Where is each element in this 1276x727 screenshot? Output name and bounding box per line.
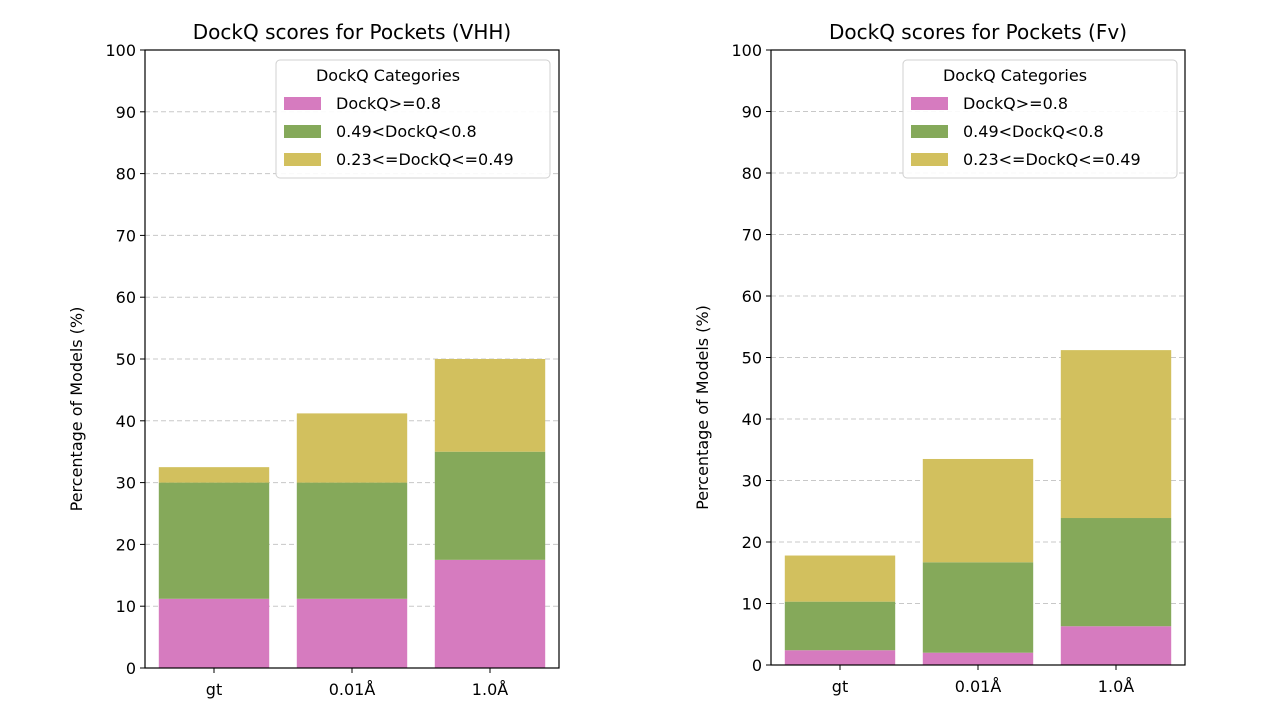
y-tick-label: 80	[742, 164, 762, 183]
y-tick-label: 80	[116, 165, 136, 184]
y-tick-label: 70	[116, 226, 136, 245]
legend-title: DockQ Categories	[316, 66, 460, 85]
legend-label: 0.23<=DockQ<=0.49	[963, 150, 1141, 169]
legend-swatch	[911, 153, 948, 166]
y-tick-label: 90	[742, 103, 762, 122]
chart-title: DockQ scores for Pockets (Fv)	[829, 20, 1127, 44]
bar-segment	[1060, 518, 1172, 627]
bar-segment	[434, 451, 546, 560]
bar-segment	[922, 652, 1034, 665]
y-tick-label: 30	[742, 472, 762, 491]
legend-swatch	[284, 125, 321, 138]
chart-title: DockQ scores for Pockets (VHH)	[193, 20, 511, 44]
y-tick-label: 50	[742, 349, 762, 368]
y-tick-label: 100	[105, 41, 136, 60]
bar-segment	[296, 413, 408, 483]
y-tick-label: 20	[116, 535, 136, 554]
bar-segment	[158, 482, 270, 599]
y-tick-label: 60	[116, 288, 136, 307]
legend-label: 0.49<DockQ<0.8	[336, 122, 477, 141]
y-tick-label: 30	[116, 474, 136, 493]
y-tick-label: 70	[742, 226, 762, 245]
legend: DockQ Categories DockQ>=0.8 0.49<DockQ<0.8…	[902, 59, 1178, 179]
y-tick-label: 90	[116, 103, 136, 122]
bar-segment	[158, 598, 270, 668]
chart-panel-1: gt 0.01Å 1.0Å 0 10 20 30 40 50 60 70 80 90 100 DockQ s…	[693, 20, 1186, 696]
x-tick-label: 1.0Å	[1098, 677, 1134, 696]
bar-segment	[1060, 350, 1172, 519]
y-tick-label: 0	[752, 656, 762, 675]
bar-segment	[434, 359, 546, 452]
chart-panel-0: gt 0.01Å 1.0Å 0 10 20 30 40 50 60 70 80 90 100 DockQ s…	[67, 20, 560, 699]
legend-swatch	[911, 125, 948, 138]
bar-segment	[784, 555, 896, 602]
y-axis-label: Percentage of Models (%)	[67, 307, 86, 512]
y-tick-label: 10	[742, 595, 762, 614]
y-tick-label: 0	[126, 659, 136, 678]
x-tick-label: gt	[206, 680, 222, 699]
x-tick-label: 1.0Å	[472, 680, 508, 699]
bar-segment	[784, 650, 896, 665]
bar-segment	[158, 467, 270, 483]
legend-label: 0.23<=DockQ<=0.49	[336, 150, 514, 169]
legend-box	[275, 59, 551, 179]
legend-swatch	[284, 97, 321, 110]
legend-title: DockQ Categories	[943, 66, 1087, 85]
bar-segment	[434, 559, 546, 668]
y-axis-label: Percentage of Models (%)	[693, 305, 712, 510]
x-tick-label: 0.01Å	[329, 680, 376, 699]
legend-box	[902, 59, 1178, 179]
y-tick-label: 100	[731, 41, 762, 60]
bar-segment	[784, 601, 896, 651]
legend: DockQ Categories DockQ>=0.8 0.49<DockQ<0.8…	[275, 59, 551, 179]
legend-swatch	[911, 97, 948, 110]
legend-label: DockQ>=0.8	[963, 94, 1068, 113]
x-tick-label: 0.01Å	[955, 677, 1002, 696]
legend-label: DockQ>=0.8	[336, 94, 441, 113]
legend-swatch	[284, 153, 321, 166]
x-tick-label: gt	[832, 677, 848, 696]
y-tick-label: 20	[742, 533, 762, 552]
y-tick-label: 40	[742, 410, 762, 429]
bar-segment	[296, 598, 408, 668]
bar-segment	[1060, 626, 1172, 665]
bar-segment	[296, 482, 408, 599]
y-tick-label: 60	[742, 287, 762, 306]
bar-segment	[922, 562, 1034, 653]
y-tick-label: 40	[116, 412, 136, 431]
y-tick-label: 10	[116, 597, 136, 616]
bar-segment	[922, 458, 1034, 563]
legend-label: 0.49<DockQ<0.8	[963, 122, 1104, 141]
y-tick-label: 50	[116, 350, 136, 369]
